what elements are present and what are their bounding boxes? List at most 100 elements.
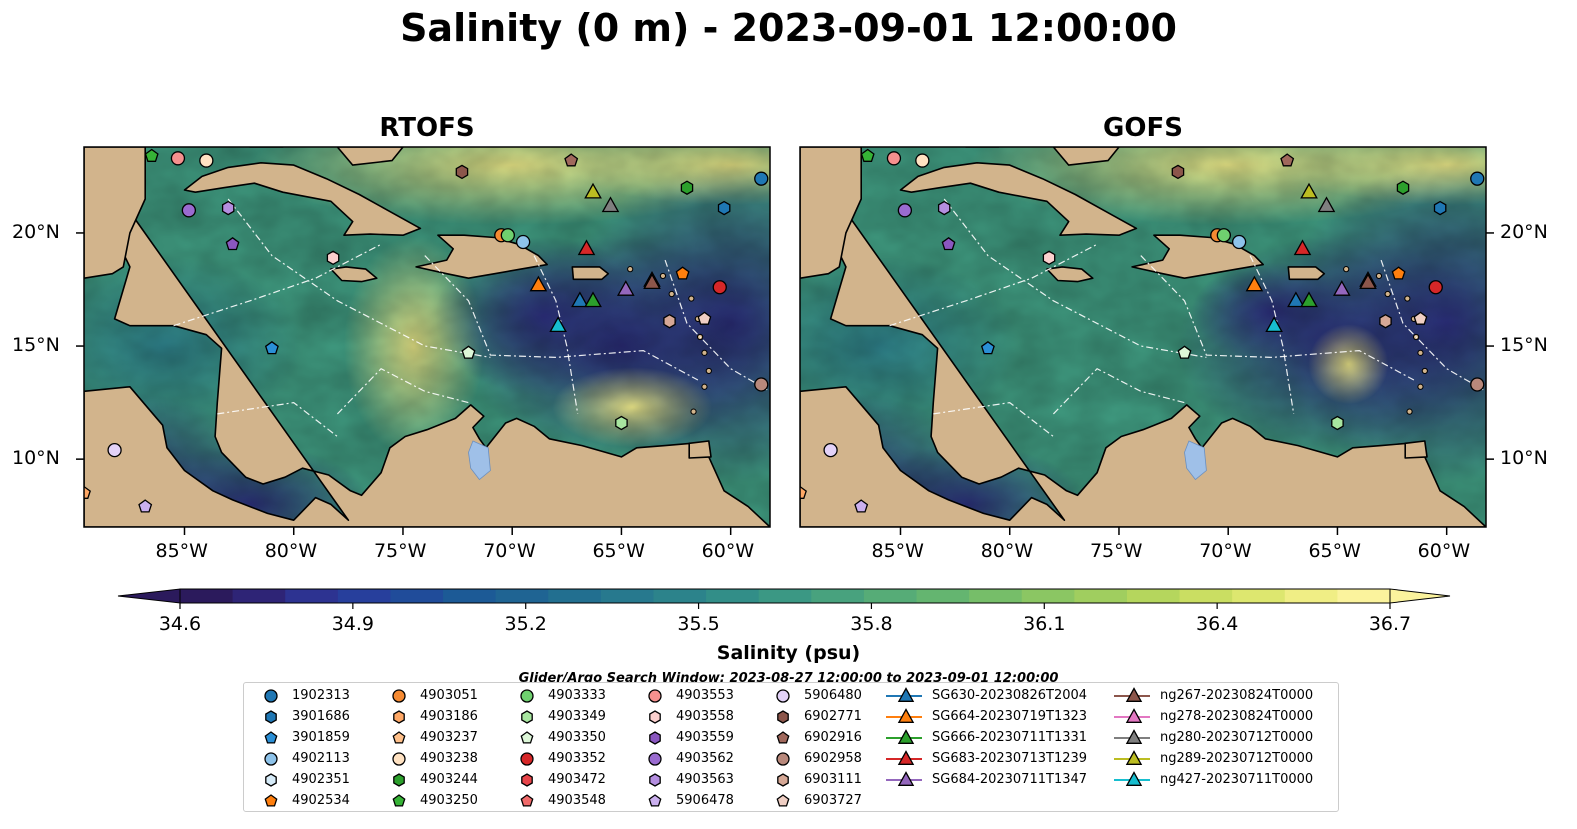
legend-item: 4903472 [510,769,606,789]
legend-marker [897,708,915,723]
hexagon-marker-icon [649,710,661,724]
legend-label: 4903244 [420,771,478,787]
legend-item: 4903250 [382,790,478,810]
station-marker [181,203,197,218]
legend-label: 4903352 [548,750,606,766]
station-marker [1317,196,1336,213]
legend-marker [392,794,406,807]
legend-marker [520,794,534,807]
station-marker [1216,228,1231,243]
colorbar-segment [1074,589,1128,603]
hexagon-marker-icon [521,710,533,724]
triangle-marker-icon [886,750,922,765]
legend-marker [776,689,790,703]
station-marker [564,153,579,167]
pentagon-marker-icon [264,794,278,807]
legend-label: SG664-20230719T1323 [932,708,1088,724]
legend-item: 4903333 [510,685,606,705]
lat-tick-label: 20°N [1500,220,1548,243]
legend-item: 4903558 [638,706,734,726]
lon-tick-label: 80°W [264,540,318,562]
legend-item: 3901686 [254,706,350,726]
colorbar-segment [653,589,707,603]
legend-label: SG683-20230713T1239 [932,750,1088,766]
lat-tick-label: 15°N [12,334,60,357]
station-marker [1331,415,1344,431]
pentagon-marker-icon [392,794,406,807]
triangle-marker-icon [886,708,922,723]
legend-marker [776,731,790,744]
legend-marker [521,710,533,724]
triangle-marker-icon [1114,750,1150,765]
legend-marker [649,710,661,724]
colorbar-tick-label: 34.6 [158,613,202,635]
legend-marker [264,689,278,703]
lon-tick-label: 70°W [1199,540,1252,562]
colorbar-tick-label: 35.5 [677,613,720,635]
station-marker [854,499,869,513]
legend-item: SG664-20230719T1323 [884,706,1087,726]
hexagon-marker-icon [777,710,789,724]
colorbar-segment [706,589,760,603]
legend-label: 3901686 [292,708,350,724]
station-marker [455,164,469,180]
lon-tick-label: 60°W [701,540,755,562]
legend-item: 6902771 [766,706,862,726]
legend-label: SG666-20230711T1331 [932,729,1088,745]
legend-item: SG683-20230713T1239 [884,748,1087,768]
circle-marker-icon [648,752,662,766]
colorbar-segment [443,589,497,603]
station-marker [754,377,769,392]
legend-marker [897,750,915,765]
hexagon-marker-icon [649,773,661,787]
legend-label: 4903548 [548,792,606,808]
legend-label: SG630-20230826T2004 [932,687,1088,703]
station-marker [144,148,159,162]
legend-marker [776,794,790,807]
legend-label: 4903349 [548,708,606,724]
circle-marker-icon [392,752,406,766]
legend-item: 4903553 [638,685,734,705]
station-marker [1293,239,1312,256]
station-marker [1470,171,1485,186]
legend-item: 4903349 [510,706,606,726]
station-marker [529,275,548,292]
station-marker [601,196,620,213]
legend-item: 6902916 [766,727,862,747]
colorbar-segment [1284,589,1338,603]
legend-marker [392,752,406,766]
legend-item: 4903051 [382,685,478,705]
station-marker [571,291,589,308]
colorbar-segment [548,589,602,603]
hexagon-marker-icon [649,731,661,745]
pentagon-marker-icon [520,794,534,807]
legend-marker [264,731,278,744]
station-marker [1265,316,1283,333]
colorbar-segment [495,589,549,603]
station-marker [712,280,727,295]
station-marker [616,280,635,296]
pentagon-marker-icon [776,794,790,807]
station-marker [886,151,902,166]
legend-label: 4903562 [676,750,734,766]
lat-tick-label: 20°N [12,220,60,243]
map-panel-gofs [800,147,1486,527]
station-legend: 1902313 3901686 3901859 4902113 4902351 49025… [243,682,1339,812]
lon-tick-label: 70°W [483,540,536,562]
legend-marker [265,710,277,724]
station-marker [1231,234,1247,250]
legend-item: 4903559 [638,727,734,747]
triangle-marker-icon [1114,729,1150,744]
legend-item: 1902313 [254,685,350,705]
station-marker [1300,182,1318,199]
station-marker [1332,280,1351,296]
legend-item: 4902113 [254,748,350,768]
lat-tick-label: 10°N [1500,447,1548,470]
pentagon-marker-icon [392,731,406,744]
hexagon-marker-icon [393,710,405,724]
colorbar-label: Salinity (psu) [716,642,861,664]
colorbar-segment [758,589,812,603]
station-marker [941,236,956,251]
colorbar-segment [1179,589,1233,603]
legend-label: 1902313 [292,687,350,703]
